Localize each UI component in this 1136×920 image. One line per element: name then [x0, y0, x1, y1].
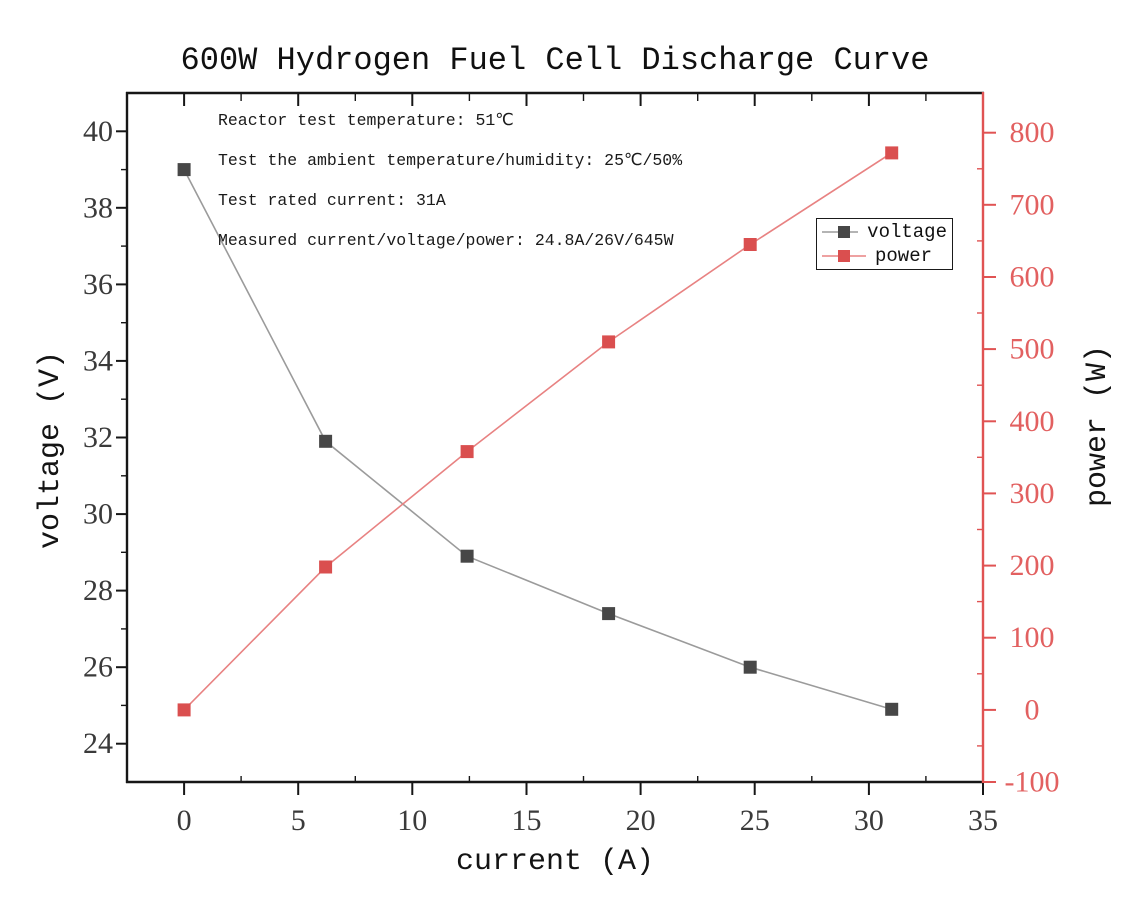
- chart-title: 600W Hydrogen Fuel Cell Discharge Curve: [180, 42, 930, 79]
- svg-text:-100: -100: [1005, 766, 1060, 799]
- svg-text:100: 100: [1010, 621, 1055, 654]
- svg-text:40: 40: [83, 115, 113, 148]
- svg-text:32: 32: [83, 421, 113, 454]
- legend-marker-power-icon: [822, 250, 866, 262]
- svg-text:24: 24: [83, 727, 113, 760]
- svg-text:28: 28: [83, 574, 113, 607]
- legend-label-voltage: voltage: [867, 220, 947, 243]
- legend-item-voltage: voltage: [822, 221, 947, 244]
- svg-text:0: 0: [177, 804, 192, 837]
- svg-text:20: 20: [626, 804, 656, 837]
- legend-marker-voltage-icon: [822, 226, 859, 238]
- annotation-reactor-temperature: Reactor test temperature: 51℃: [218, 111, 514, 130]
- svg-text:15: 15: [512, 804, 542, 837]
- annotation-rated-current: Test rated current: 31A: [218, 191, 446, 210]
- svg-text:30: 30: [83, 498, 113, 531]
- annotation-measured-values: Measured current/voltage/power: 24.8A/26…: [218, 231, 674, 250]
- svg-text:200: 200: [1010, 549, 1055, 582]
- legend-label-power: power: [875, 244, 933, 267]
- svg-text:500: 500: [1010, 333, 1055, 366]
- svg-text:36: 36: [83, 268, 113, 301]
- svg-text:26: 26: [83, 651, 113, 684]
- x-axis-title: current (A): [455, 845, 655, 879]
- legend: voltage power: [816, 218, 953, 270]
- annotation-ambient-temperature-humidity: Test the ambient temperature/humidity: 2…: [218, 151, 683, 170]
- annotation-block: Reactor test temperature: 51℃ Test the a…: [218, 101, 682, 261]
- svg-text:800: 800: [1010, 116, 1055, 149]
- svg-text:700: 700: [1010, 188, 1055, 221]
- svg-text:300: 300: [1010, 477, 1055, 510]
- right-axis-title: power (W): [1081, 344, 1115, 508]
- svg-text:25: 25: [740, 804, 770, 837]
- svg-text:0: 0: [1025, 693, 1040, 726]
- svg-text:5: 5: [291, 804, 306, 837]
- svg-text:38: 38: [83, 191, 113, 224]
- svg-text:35: 35: [968, 804, 998, 837]
- svg-text:30: 30: [854, 804, 884, 837]
- left-axis-title: voltage (V): [34, 350, 68, 550]
- legend-item-power: power: [822, 245, 947, 268]
- svg-text:34: 34: [83, 344, 113, 377]
- svg-text:400: 400: [1010, 405, 1055, 438]
- svg-text:600: 600: [1010, 261, 1055, 294]
- svg-text:10: 10: [397, 804, 427, 837]
